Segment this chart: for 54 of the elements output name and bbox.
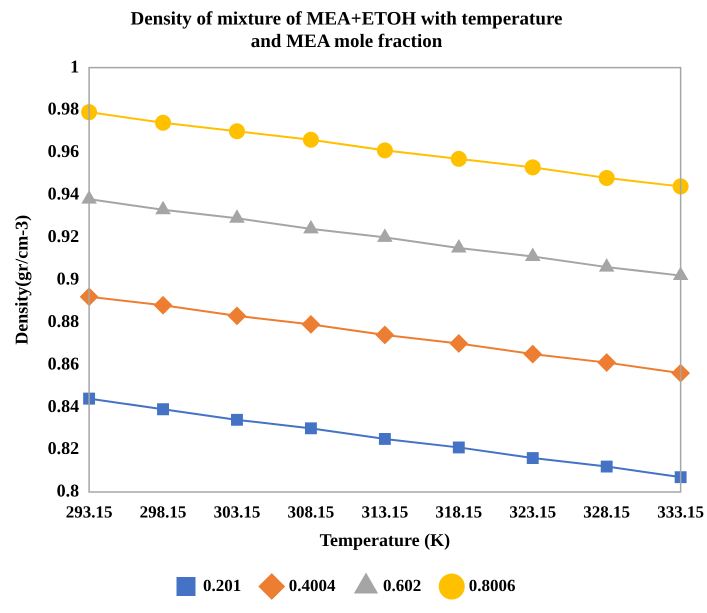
point — [157, 403, 169, 416]
point — [450, 150, 467, 167]
legend-label: 0.8006 — [468, 576, 516, 595]
point — [526, 452, 539, 464]
point — [600, 259, 614, 272]
point — [598, 170, 615, 186]
point — [524, 159, 541, 176]
y-tick-label: 1 — [70, 56, 80, 76]
point — [302, 315, 320, 334]
point — [154, 296, 172, 314]
y-tick-label: 0.84 — [48, 396, 80, 416]
x-tick-label: 323.15 — [509, 502, 556, 522]
y-tick-label: 0.88 — [48, 310, 80, 331]
x-tick-label: 328.15 — [583, 502, 630, 522]
x-tick-label: 333.15 — [657, 502, 704, 522]
point — [674, 471, 687, 484]
text: and MEA mole fraction — [250, 31, 442, 52]
legend-label: 0.602 — [383, 576, 422, 595]
legend-label: 0.201 — [203, 576, 242, 595]
y-axis-title: Density(gr/cm-3) — [11, 214, 32, 345]
point — [378, 433, 391, 445]
point — [81, 104, 98, 120]
legend-label: 0.4004 — [288, 576, 336, 595]
point — [452, 441, 465, 454]
x-tick-label: 308.15 — [288, 502, 334, 522]
y-tick-label: 0.82 — [48, 438, 80, 458]
y-tick-label: 0.86 — [48, 353, 80, 374]
y-tick-label: 0.96 — [48, 141, 80, 162]
point — [155, 114, 172, 131]
point — [228, 123, 245, 140]
x-tick-label: 293.15 — [66, 502, 112, 522]
point — [302, 132, 319, 148]
point — [231, 414, 243, 426]
y-tick-label: 0.98 — [48, 98, 80, 119]
point — [672, 178, 689, 194]
point — [83, 392, 96, 405]
point — [228, 306, 246, 325]
y-tick-label: 0.94 — [48, 184, 80, 204]
point — [376, 142, 393, 158]
point — [600, 460, 613, 472]
x-tick-label: 303.15 — [214, 502, 260, 522]
text: Density of mixture of MEA+ETOH with temperature — [130, 8, 562, 30]
x-tick-label: 318.15 — [435, 502, 482, 522]
point — [598, 354, 616, 372]
point — [304, 422, 317, 434]
point — [376, 326, 394, 344]
y-tick-label: 0.92 — [48, 226, 80, 246]
x-axis-title: Temperature (K) — [320, 530, 450, 550]
x-tick-label: 298.15 — [140, 502, 186, 522]
point — [524, 345, 542, 364]
x-tick-label: 313.15 — [361, 502, 408, 522]
y-tick-label: 0.8 — [56, 480, 80, 501]
point — [450, 334, 468, 352]
y-tick-label: 0.9 — [56, 268, 80, 288]
